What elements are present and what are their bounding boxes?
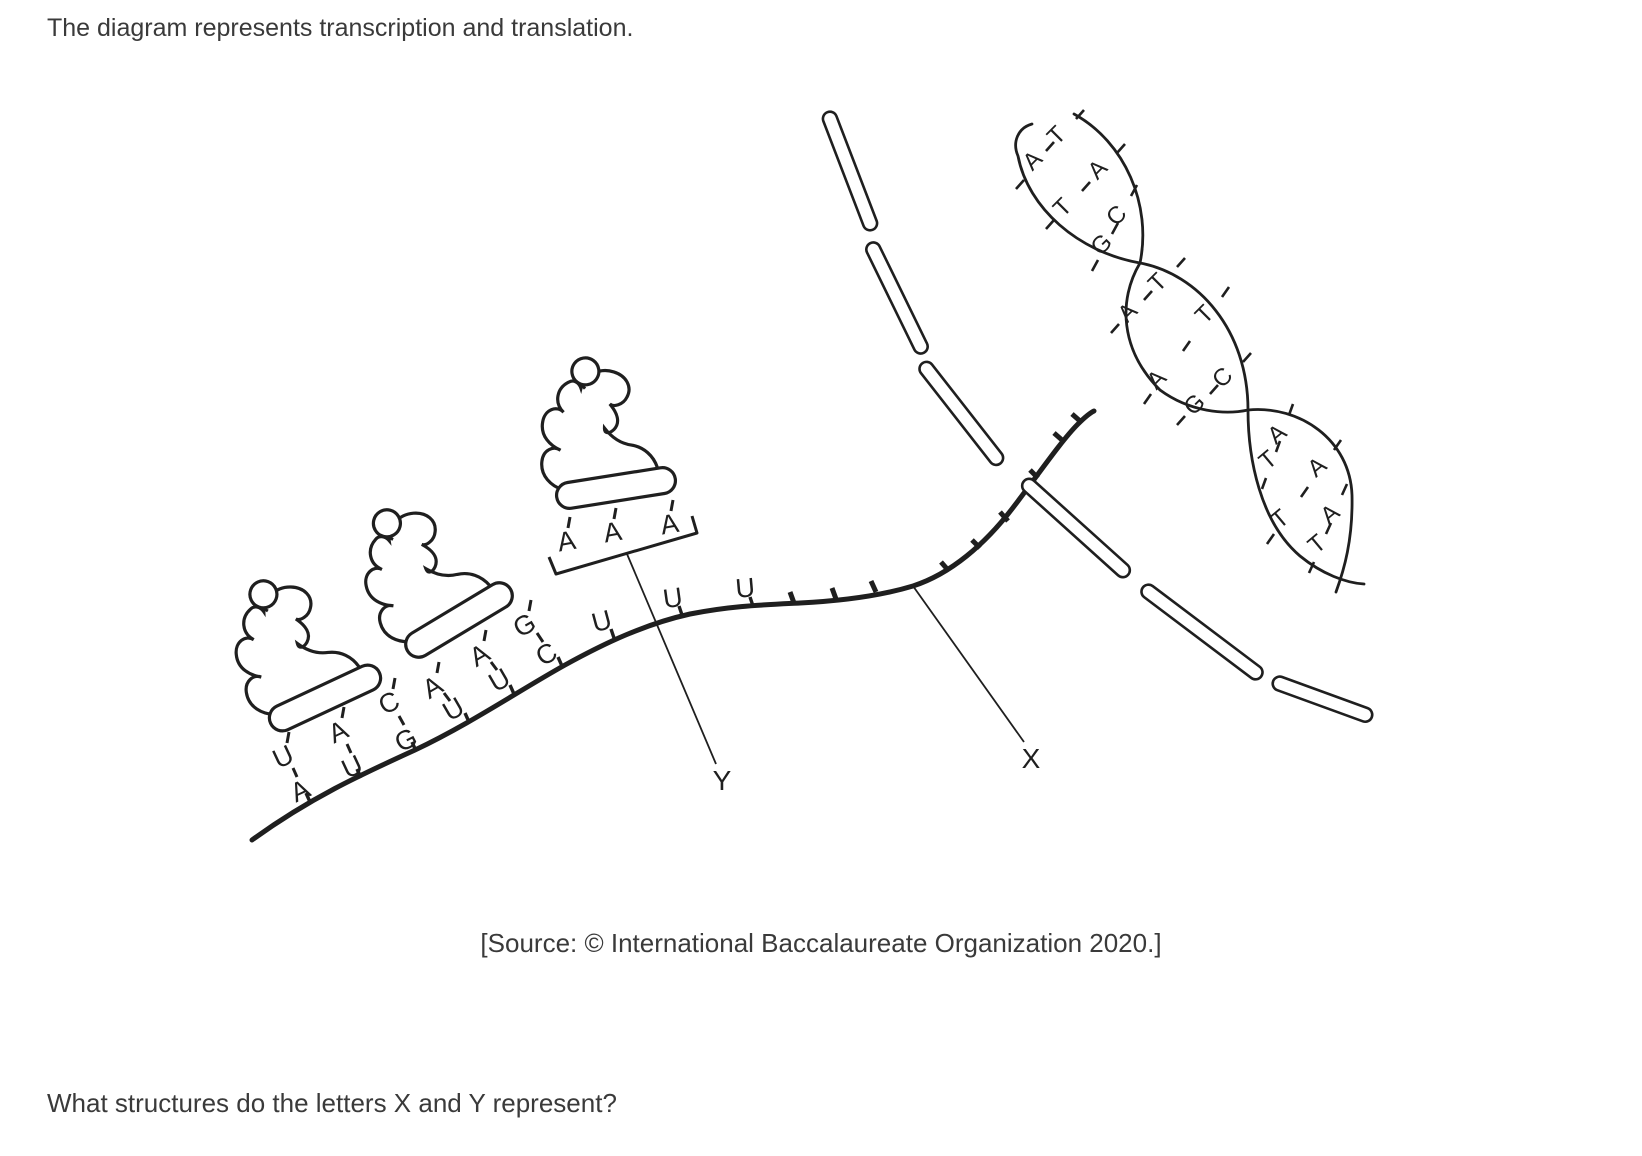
dna-base: A — [1141, 364, 1171, 394]
trna-molecule-3 — [540, 356, 678, 510]
dna-strand-a — [1072, 112, 1354, 594]
anticodon-base: A — [658, 508, 681, 541]
mrna-base: G — [390, 722, 422, 758]
dna-base: C — [1207, 362, 1238, 393]
trna-molecule-2 — [364, 508, 514, 659]
mrna-ticks — [787, 412, 1082, 604]
dna-strand-b — [1014, 122, 1366, 586]
anticodon-base: A — [601, 516, 624, 549]
dna-base: A — [1112, 297, 1142, 327]
trna-head-circle — [570, 356, 601, 387]
dna-base: T — [1042, 121, 1072, 151]
strand-fragment — [1271, 675, 1374, 724]
question-stem: The diagram represents transcription and… — [47, 14, 634, 42]
trna-anticodon-arm — [267, 663, 383, 733]
anticodon-base: A — [555, 525, 578, 558]
anticodon-trna-ticks — [285, 499, 675, 744]
strand-fragment — [1140, 583, 1264, 681]
mrna-strand — [249, 408, 1097, 843]
trna-molecule-1 — [234, 579, 383, 733]
trna-head-circle — [248, 579, 279, 610]
strand-fragment — [821, 110, 879, 232]
mrna-base: U — [734, 572, 756, 604]
unwound-strand-fragments — [821, 110, 1374, 724]
anticodon-base: G — [508, 607, 541, 643]
mrna-base: U — [484, 662, 516, 698]
trna-anticodon-arm — [404, 581, 514, 659]
dna-base: T — [1266, 504, 1295, 534]
dna-base: A — [1082, 154, 1112, 184]
label-x-line — [912, 585, 1025, 743]
anticodon-bracket — [547, 515, 699, 576]
strand-fragment — [1020, 477, 1132, 579]
question-text: What structures do the letters X and Y r… — [47, 1088, 617, 1118]
label-y: Y — [713, 765, 732, 796]
mrna-base: U — [337, 749, 367, 784]
dna-base: T — [1190, 300, 1220, 330]
anticodon-base: C — [373, 685, 404, 721]
mrna-base-ticks — [304, 596, 755, 803]
mrna-base: U — [661, 582, 684, 614]
dna-base: C — [1101, 200, 1132, 231]
mrna-base: U — [588, 604, 615, 638]
label-y-line — [626, 553, 717, 765]
codon-anticodon-ticks — [291, 632, 545, 778]
dna-basepair-dashes — [1015, 109, 1349, 574]
strand-fragment — [865, 241, 929, 355]
trna-head-circle — [371, 508, 403, 539]
strand-fragment — [918, 360, 1005, 467]
dna-base: A — [1302, 452, 1332, 483]
dna-base: A — [1262, 419, 1292, 450]
source-attribution: [Source: © International Baccalaureate O… — [480, 928, 1162, 958]
dna-base: A — [1315, 499, 1345, 530]
trna-anticodon-arm — [554, 466, 678, 510]
trna-body — [540, 369, 660, 492]
label-x: X — [1022, 743, 1041, 774]
